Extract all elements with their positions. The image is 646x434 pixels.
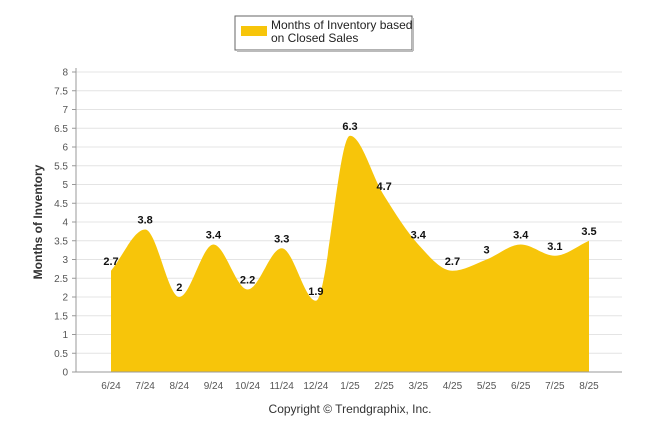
data-label: 3.4 bbox=[206, 230, 222, 242]
y-tick-label: 4 bbox=[62, 218, 68, 229]
x-tick-labels: 6/24 7/24 8/24 9/24 10/24 11/24 12/24 1/25 2/25 3… bbox=[101, 381, 599, 392]
data-label: 3.4 bbox=[411, 230, 427, 242]
data-label: 6.3 bbox=[342, 121, 357, 133]
y-tick-labels: 0 0.5 1 1.5 2 2.5 3 3.5 4 4.5 5 5.5 6 6.5 7 7.5 8 bbox=[54, 68, 68, 379]
x-tick-label: 8/25 bbox=[579, 381, 599, 392]
data-label: 2.7 bbox=[445, 256, 460, 268]
data-label: 3.8 bbox=[137, 215, 152, 227]
data-label: 2.2 bbox=[240, 275, 255, 287]
y-tick-label: 1.5 bbox=[54, 311, 68, 322]
legend-swatch bbox=[241, 26, 267, 36]
y-axis-title: Months of Inventory bbox=[31, 164, 45, 279]
x-tick-label: 1/25 bbox=[340, 381, 360, 392]
data-label: 2 bbox=[176, 282, 182, 294]
x-tick-label: 7/25 bbox=[545, 381, 565, 392]
legend[interactable]: Months of Inventory based on Closed Sale… bbox=[234, 15, 414, 52]
y-tick-label: 0 bbox=[62, 368, 68, 379]
data-label: 3.4 bbox=[513, 230, 529, 242]
series-area-fill bbox=[111, 135, 589, 372]
y-tick-label: 7 bbox=[62, 105, 68, 116]
x-tick-label: 6/25 bbox=[511, 381, 531, 392]
y-tick-label: 4.5 bbox=[54, 199, 68, 210]
data-label: 2.7 bbox=[103, 256, 118, 268]
x-tick-label: 3/25 bbox=[409, 381, 429, 392]
y-tick-label: 3.5 bbox=[54, 236, 68, 247]
y-tick-label: 5 bbox=[62, 180, 68, 191]
data-label: 3.5 bbox=[581, 226, 596, 238]
y-tick-label: 6.5 bbox=[54, 124, 68, 135]
data-label: 3 bbox=[484, 245, 490, 257]
y-tick-label: 6 bbox=[62, 143, 68, 154]
y-tick-label: 0.5 bbox=[54, 349, 68, 360]
x-tick-label: 8/24 bbox=[170, 381, 190, 392]
copyright-text: Copyright © Trendgraphix, Inc. bbox=[269, 402, 432, 416]
data-label: 3.1 bbox=[547, 241, 562, 253]
data-label: 1.9 bbox=[308, 286, 323, 298]
x-tick-label: 11/24 bbox=[270, 381, 295, 392]
series-area bbox=[111, 135, 589, 372]
x-tick-label: 4/25 bbox=[443, 381, 463, 392]
legend-label-line2: on Closed Sales bbox=[271, 31, 358, 45]
y-tick-label: 1 bbox=[62, 330, 68, 341]
axes bbox=[72, 68, 622, 373]
x-tick-label: 10/24 bbox=[235, 381, 260, 392]
x-tick-label: 5/25 bbox=[477, 381, 497, 392]
y-tick-label: 8 bbox=[62, 68, 68, 79]
x-tick-label: 2/25 bbox=[374, 381, 394, 392]
x-tick-label: 12/24 bbox=[303, 381, 328, 392]
y-tick-label: 2.5 bbox=[54, 274, 68, 285]
x-tick-label: 6/24 bbox=[101, 381, 121, 392]
data-label: 4.7 bbox=[376, 181, 391, 193]
y-tick-label: 5.5 bbox=[54, 161, 68, 172]
legend-label-line1: Months of Inventory based bbox=[271, 18, 412, 32]
data-labels: 2.7 3.8 2 3.4 2.2 3.3 1.9 6.3 4.7 3.4 2.7 3 3.4 3.1 3.… bbox=[103, 121, 596, 298]
x-tick-label: 9/24 bbox=[204, 381, 224, 392]
x-tick-label: 7/24 bbox=[135, 381, 155, 392]
y-tick-label: 2 bbox=[62, 293, 68, 304]
y-tick-label: 3 bbox=[62, 255, 68, 266]
data-label: 3.3 bbox=[274, 233, 289, 245]
y-tick-label: 7.5 bbox=[54, 86, 68, 97]
